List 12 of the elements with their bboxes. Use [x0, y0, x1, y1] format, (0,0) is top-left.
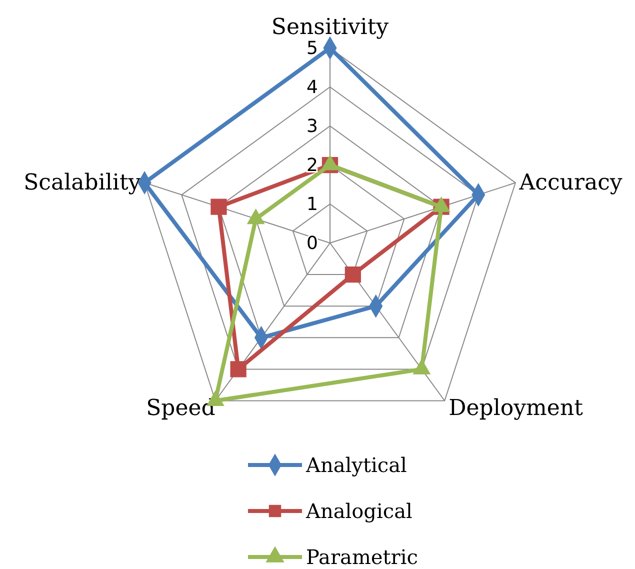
legend-label: Parametric — [306, 545, 418, 569]
y-tick-label: 0 — [306, 233, 318, 254]
spoke-label: Sensitivity — [271, 15, 390, 40]
y-tick-label: 4 — [306, 77, 318, 98]
legend-label: Analogical — [305, 499, 412, 523]
legend-label: Analytical — [305, 453, 407, 477]
y-tick-label: 3 — [306, 116, 318, 137]
spoke-label: Deployment — [448, 396, 584, 421]
spoke-label: Scalability — [24, 170, 142, 196]
y-tick-label: 1 — [306, 194, 318, 215]
y-tick-label: 5 — [306, 38, 318, 59]
spoke-label: Accuracy — [518, 170, 623, 196]
